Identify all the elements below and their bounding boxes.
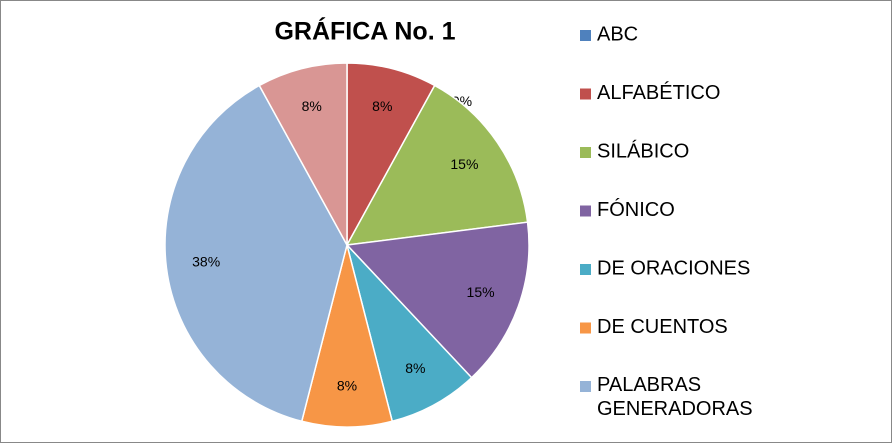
legend-label: FÓNICO <box>597 198 675 221</box>
legend-swatch <box>580 381 591 392</box>
chart-title: GRÁFICA No. 1 <box>274 17 455 46</box>
value-label: 8% <box>405 360 425 376</box>
pie-slice <box>346 62 436 246</box>
pie-slice <box>345 221 530 379</box>
legend-label: SILÁBICO <box>597 139 689 162</box>
legend-label: ALFABÉTICO <box>597 81 720 104</box>
pie-slice <box>164 84 348 423</box>
value-label: 38% <box>192 253 220 269</box>
value-label: 15% <box>450 156 478 172</box>
legend-swatch <box>580 147 591 158</box>
pie-slice <box>345 84 529 246</box>
value-label: 8% <box>302 98 322 114</box>
legend-swatch <box>580 88 591 100</box>
legend-swatch <box>580 264 591 275</box>
value-label: 8% <box>372 98 392 114</box>
value-label: 8% <box>337 378 357 394</box>
legend-label: PALABRAS GENERADORAS <box>597 374 753 420</box>
legend-swatch <box>580 322 591 334</box>
legend-label: DE CUENTOS <box>597 316 728 338</box>
pie-slice <box>258 62 348 246</box>
pie-slice <box>346 244 473 423</box>
pie-slice <box>300 244 394 428</box>
legend-swatch <box>580 30 591 41</box>
legend-label: ABC <box>597 23 638 45</box>
value-label: 15% <box>467 284 495 300</box>
legend-label: DE ORACIONES <box>597 257 750 279</box>
legend-swatch <box>580 205 591 217</box>
